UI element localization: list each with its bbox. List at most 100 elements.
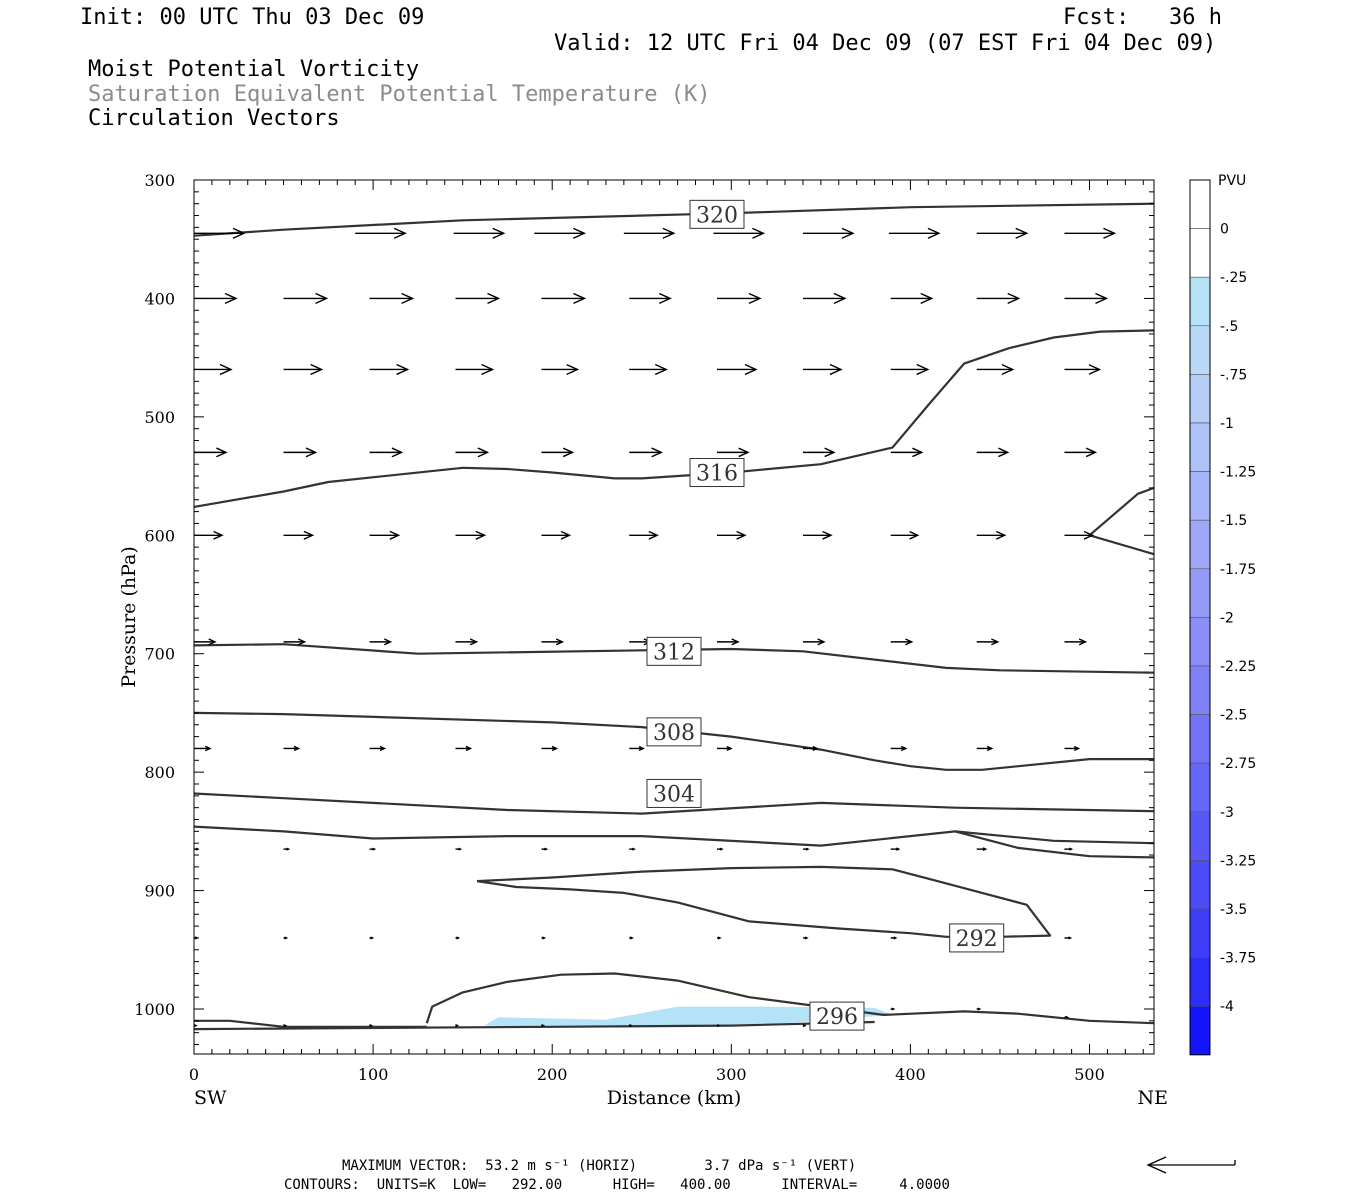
colorbar-level-label: -1.5: [1220, 513, 1247, 529]
circulation-vector: [283, 363, 324, 376]
vector-head: [224, 292, 238, 305]
circulation-vector: [1064, 227, 1117, 239]
circulation-vector: [541, 363, 580, 375]
circulation-vector: [802, 227, 855, 239]
circulation-vector: [716, 936, 722, 940]
vector-head: [542, 936, 547, 940]
circulation-vector: [1064, 638, 1088, 646]
colorbar-swatch: [1189, 908, 1211, 958]
contour-label-text: 304: [653, 782, 695, 807]
vector-head: [393, 227, 407, 239]
circulation-vector: [716, 447, 750, 458]
colorbar-level-label: -4: [1220, 999, 1234, 1015]
vector-head: [219, 363, 233, 376]
circulation-vector: [455, 530, 487, 540]
vector-head: [297, 638, 307, 646]
vector-head: [1088, 364, 1102, 375]
vector-head: [995, 530, 1007, 540]
vector-head: [555, 638, 565, 646]
endpoint-ne: NE: [1138, 1087, 1169, 1109]
vector-head: [805, 847, 810, 851]
colorbar-swatch: [1189, 811, 1211, 861]
circulation-vector: [541, 292, 587, 305]
contour-label-box: [689, 458, 745, 488]
circulation-vector: [455, 638, 479, 646]
circulation-vector: [802, 936, 809, 940]
field-title-theta-es: Saturation Equivalent Potential Temperat…: [88, 82, 711, 107]
circulation-vector: [1064, 364, 1102, 375]
vector-head: [487, 292, 501, 305]
circulation-vector: [455, 1024, 460, 1028]
colorbar-swatch: [1189, 325, 1211, 375]
vector-head: [551, 745, 559, 752]
vector-head: [456, 936, 461, 940]
vector-head: [204, 745, 212, 752]
colorbar-swatch: [1189, 179, 1211, 229]
circulation-vector: [976, 227, 1029, 239]
vector-head: [573, 292, 587, 305]
vector-head: [1065, 1015, 1070, 1019]
circulation-vector: [629, 847, 636, 851]
vector-head: [369, 1024, 374, 1028]
contour-line-308: [193, 711, 1154, 771]
vector-head: [208, 638, 217, 646]
vector-head: [719, 847, 724, 851]
colorbar-swatch: [1189, 374, 1211, 424]
colorbar-level-label: -.75: [1220, 367, 1247, 383]
pv-shading-layer: [484, 1006, 893, 1027]
vector-head: [744, 363, 758, 376]
vector-head: [481, 363, 495, 376]
circulation-vector: [976, 363, 1015, 375]
vector-head: [802, 1024, 807, 1028]
circulation-vector: [369, 292, 415, 305]
vector-head: [401, 292, 415, 305]
circulation-vector: [713, 227, 766, 239]
vector-head: [1015, 227, 1029, 239]
contour-line-292: [476, 865, 1052, 938]
y-tick-label: 1000: [134, 1000, 175, 1019]
colorbar-title: PVU: [1218, 173, 1246, 189]
circulation-vector: [716, 292, 762, 305]
vector-head: [370, 936, 375, 940]
vector-head: [303, 530, 315, 540]
vector-head: [817, 638, 826, 646]
circulation-vector: [1064, 936, 1073, 940]
vector-head: [1083, 530, 1095, 540]
circulation-vector: [283, 745, 301, 752]
vector-head: [372, 847, 377, 851]
x-tick-label: 500: [1074, 1065, 1105, 1084]
circulation-vector: [976, 745, 994, 752]
vector-head: [824, 447, 836, 458]
pv-shaded-region: [484, 1006, 893, 1027]
vector-head: [986, 745, 994, 752]
vector-head: [469, 638, 479, 646]
colorbar-level-label: -1.25: [1220, 465, 1256, 481]
y-axis-title: Pressure (hPa): [118, 546, 140, 688]
vector-head: [293, 745, 301, 752]
colorbar-swatch: [1189, 762, 1211, 813]
vector-head: [654, 363, 668, 376]
vector-head: [213, 530, 224, 540]
vector-head: [1085, 447, 1098, 458]
colorbar-level-label: -3.75: [1220, 951, 1256, 967]
circulation-vector: [283, 936, 289, 940]
vector-head: [391, 447, 404, 458]
field-title-mpv: Moist Potential Vorticity: [88, 57, 420, 82]
circulation-vector: [890, 936, 898, 940]
vector-head: [284, 936, 289, 940]
circulation-vector: [802, 745, 819, 751]
vector-head: [662, 227, 676, 239]
axis-layer: 0 100 200 300 400 500 300 400 500 600 700 800 900 100…: [134, 171, 1154, 1084]
circulation-vector: [369, 638, 393, 646]
x-tick-label: 400: [895, 1065, 926, 1084]
x-tick-label: 300: [716, 1065, 747, 1084]
vector-head: [648, 530, 659, 540]
colorbar-swatch: [1189, 860, 1211, 910]
circulation-vector: [976, 292, 1021, 305]
vector-head: [560, 530, 572, 540]
contour-label-box: [646, 778, 702, 808]
vector-head: [804, 936, 809, 940]
colorbar-swatch: [1189, 714, 1211, 764]
circulation-vector: [890, 847, 901, 851]
circulation-vector: [369, 745, 387, 752]
